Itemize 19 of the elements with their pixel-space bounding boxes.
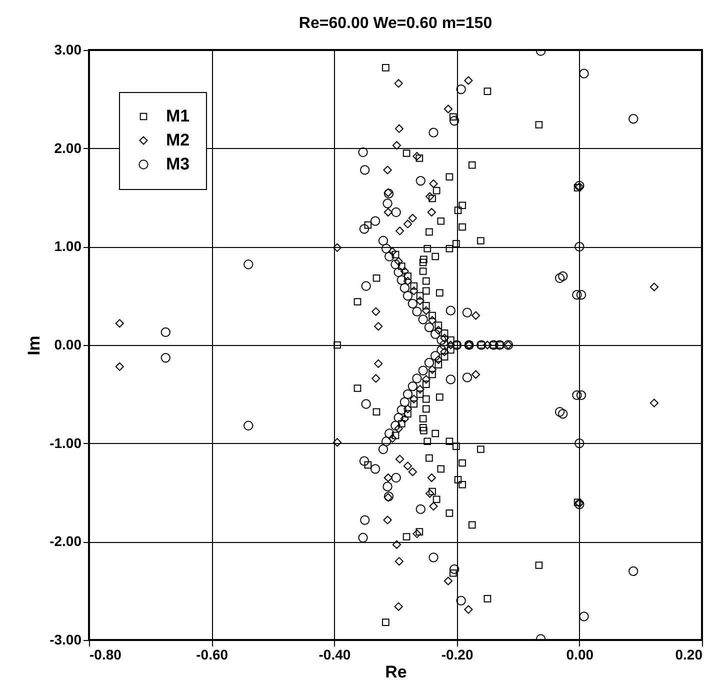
y-tick-label: 3.00: [54, 42, 82, 58]
legend-label: M3: [166, 154, 190, 174]
x-axis-title: Re: [385, 662, 407, 682]
y-tick-label: 1.00: [54, 238, 82, 254]
y-tick-label: -1.00: [50, 434, 82, 451]
x-tick-label: -0.40: [318, 646, 351, 662]
chart-title: Re=60.00 We=0.60 m=150: [298, 15, 492, 32]
x-tick-label: -0.60: [196, 646, 228, 662]
y-tick-label: 2.00: [54, 140, 82, 156]
y-tick-label: 0.00: [54, 336, 82, 352]
y-axis-title: Im: [24, 336, 44, 356]
x-tick-label: 0.20: [675, 646, 703, 662]
x-tick-label: -0.20: [441, 646, 474, 662]
legend-label: M2: [166, 130, 190, 150]
legend-label: M1: [166, 106, 190, 126]
x-tick-label: 0.00: [566, 646, 594, 662]
x-tick-label: -0.80: [90, 646, 122, 662]
y-tick-label: -2.00: [50, 533, 82, 550]
y-tick-label: -3.00: [50, 632, 82, 648]
